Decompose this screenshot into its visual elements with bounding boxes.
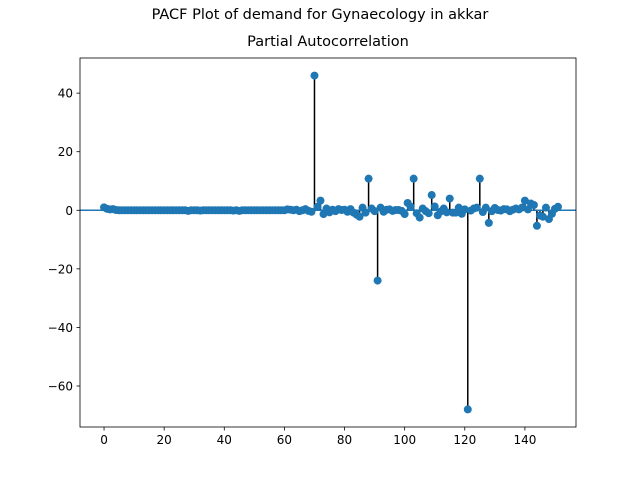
x-tick-label: 120	[453, 433, 476, 447]
data-point	[532, 221, 541, 230]
data-point	[427, 191, 436, 200]
data-point	[409, 174, 418, 183]
data-point	[424, 209, 433, 218]
data-point	[475, 174, 484, 183]
data-point	[373, 276, 382, 285]
x-tick-label: 100	[393, 433, 416, 447]
y-tick-label: −40	[48, 321, 73, 335]
chart-title: Partial Autocorrelation	[247, 34, 409, 50]
data-point	[484, 218, 493, 227]
data-point	[538, 212, 547, 221]
y-tick-label: 0	[65, 204, 73, 218]
data-point	[415, 213, 424, 222]
data-point	[355, 212, 364, 221]
figure-suptitle: PACF Plot of demand for Gynaecology in a…	[151, 7, 489, 23]
y-tick-label: −60	[48, 380, 73, 394]
data-point	[442, 208, 451, 217]
data-point	[364, 174, 373, 183]
data-point	[529, 201, 538, 210]
data-point	[316, 196, 325, 205]
data-point	[454, 203, 463, 212]
x-tick-label: 20	[157, 433, 172, 447]
x-tick-label: 80	[337, 433, 352, 447]
data-point	[517, 203, 526, 212]
data-point	[481, 203, 490, 212]
data-point	[553, 202, 562, 211]
data-point	[361, 208, 370, 217]
data-point	[400, 210, 409, 219]
data-point	[313, 202, 322, 211]
data-point	[520, 196, 529, 205]
x-axis: 0 20 40 60 80 100 120 140	[100, 427, 536, 447]
data-point	[460, 205, 469, 214]
x-tick-label: 140	[513, 433, 536, 447]
stem-lines	[103, 75, 559, 410]
data-point	[445, 194, 454, 203]
data-point	[430, 202, 439, 211]
y-tick-label: 20	[58, 145, 73, 159]
x-tick-label: 0	[100, 433, 108, 447]
y-axis: −60 −40 −20 0 20 40	[48, 87, 80, 394]
data-point	[472, 203, 481, 212]
data-point	[307, 207, 316, 216]
x-tick-label: 40	[217, 433, 232, 447]
data-markers	[100, 71, 562, 414]
y-tick-label: −20	[48, 262, 73, 276]
data-point	[463, 405, 472, 414]
data-point	[370, 207, 379, 216]
x-tick-label: 60	[277, 433, 292, 447]
data-point	[310, 71, 319, 80]
data-point	[406, 202, 415, 211]
axes-frame	[79, 57, 577, 428]
y-tick-label: 40	[58, 87, 73, 101]
data-point	[541, 203, 550, 212]
